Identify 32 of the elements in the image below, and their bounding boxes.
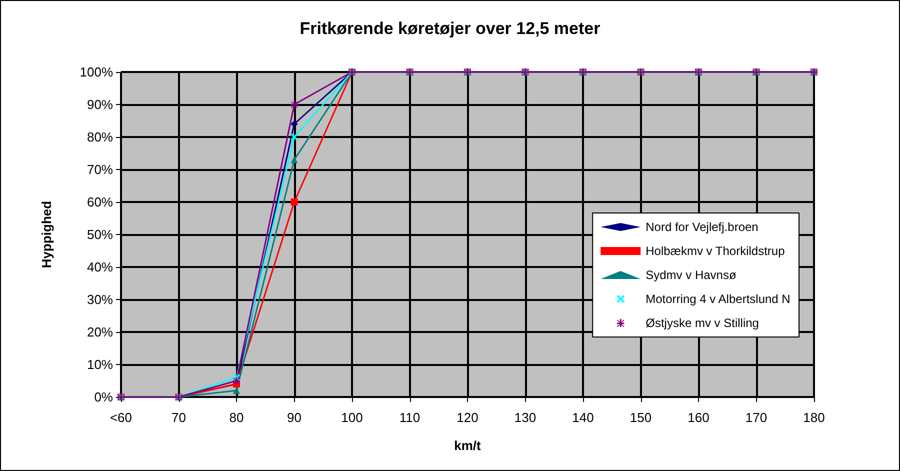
x-tick-label: 140 (572, 410, 594, 425)
x-tick-label: <60 (110, 410, 132, 425)
x-tick-label: 100 (341, 410, 363, 425)
x-tick-label: 80 (229, 410, 244, 425)
legend-label: Holbækmv v Thorkildstrup (646, 244, 786, 258)
y-tick-label: 50% (86, 227, 114, 242)
y-tick-label: 60% (86, 194, 114, 210)
y-tick-label: 70% (86, 162, 114, 177)
legend-label: Sydmv v Havnsø (646, 268, 737, 282)
y-tick-label: 10% (86, 357, 114, 372)
legend-label: Motorring 4 v Albertslund N (646, 292, 790, 306)
x-tick-label: 160 (688, 410, 710, 425)
x-tick-label: 120 (456, 410, 478, 425)
x-tick-label: 90 (287, 410, 302, 425)
y-tick-label: 30% (86, 292, 114, 307)
y-tick-label: 40% (86, 260, 114, 274)
x-tick-label: 70 (172, 410, 186, 425)
y-axis-title: Hyppighed (39, 200, 54, 268)
legend-label: Nord for Vejlefj.broen (646, 220, 758, 234)
x-axis-title: km/t (454, 438, 482, 453)
y-tick-label: 20% (86, 324, 114, 340)
x-tick-label: 150 (630, 410, 652, 425)
y-tick-label: 0% (94, 390, 114, 404)
x-tick-label: 180 (803, 410, 825, 425)
x-tick-label: 130 (514, 410, 536, 425)
y-tick-label: 80% (86, 130, 114, 144)
y-tick-label: 90% (86, 97, 114, 112)
x-tick-label: 170 (745, 410, 768, 425)
legend-label: Østjyske mv v Stilling (646, 316, 759, 330)
x-tick-label: 110 (399, 410, 420, 425)
chart-title: Fritkørende køretøjer over 12,5 meter (300, 19, 601, 38)
y-tick-label: 100% (80, 64, 114, 80)
